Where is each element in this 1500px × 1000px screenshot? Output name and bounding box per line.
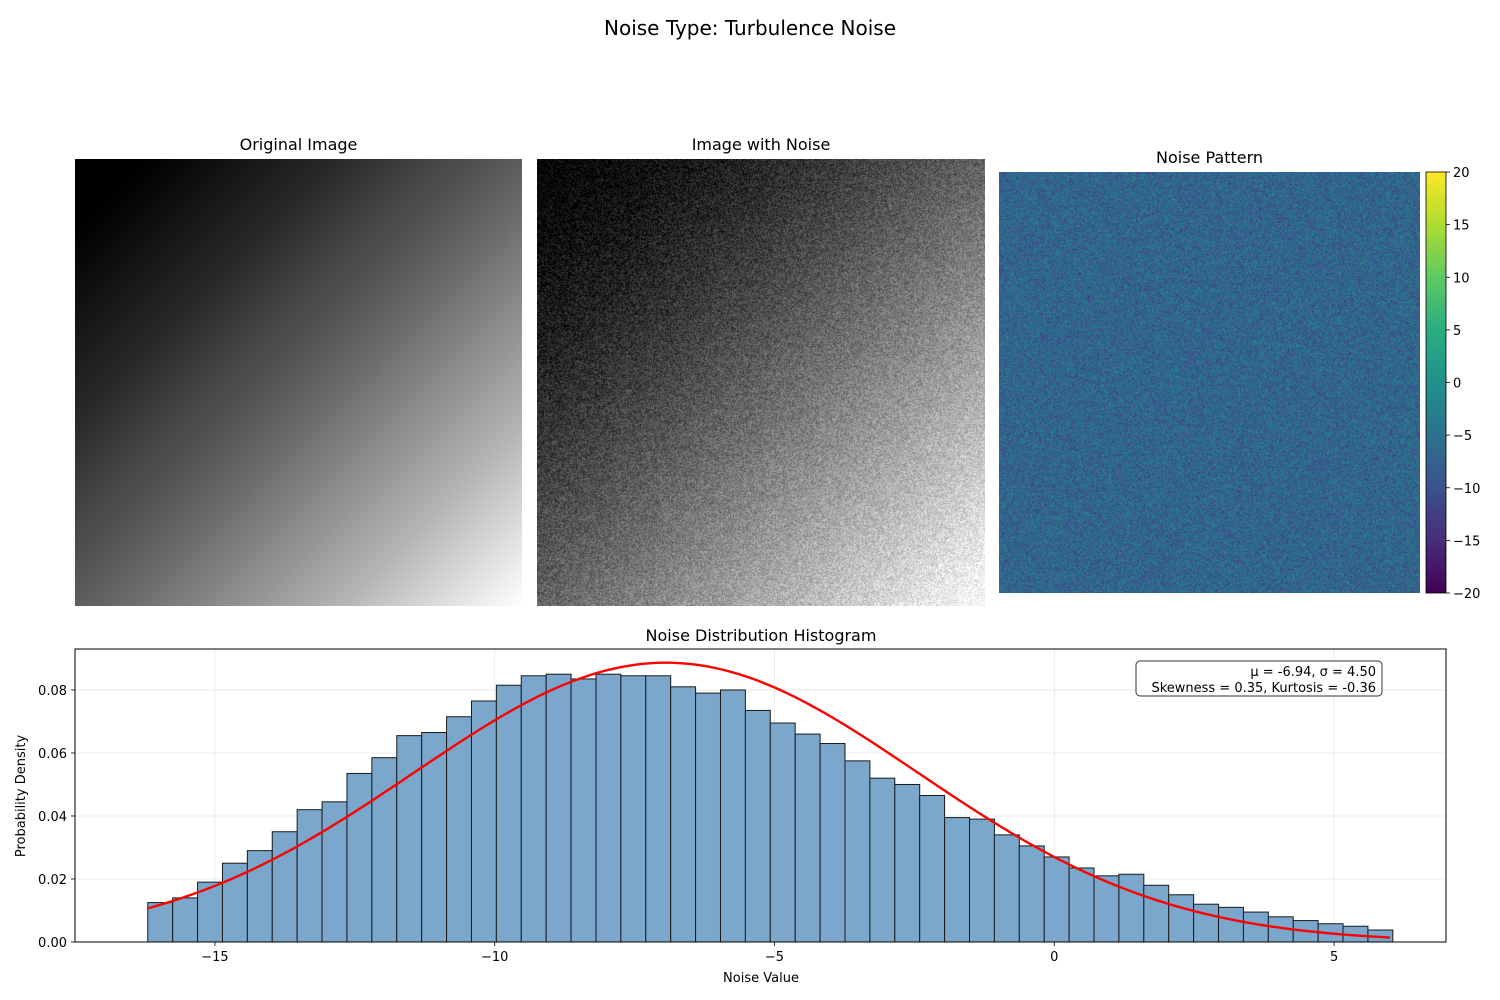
x-tick-label: 5 (1330, 950, 1338, 965)
histogram-bar (969, 818, 995, 943)
colorbar-tick-label: 5 (1453, 324, 1461, 339)
histogram-bar (744, 709, 771, 943)
histogram-bar (221, 862, 248, 943)
histogram-bar (172, 897, 199, 943)
colorbar-tick-label: 10 (1453, 271, 1470, 286)
histogram-bar (396, 735, 423, 943)
histogram-bar (1018, 845, 1045, 943)
colorbar-tick-label: 15 (1453, 219, 1470, 234)
colorbar-gradient (1425, 171, 1447, 594)
histogram-bar (769, 722, 796, 943)
colorbar-tick-label: −5 (1453, 429, 1472, 444)
y-tick-label: 0.08 (38, 684, 67, 699)
histogram-bar (446, 716, 472, 943)
histogram-bar (620, 675, 647, 943)
histogram-bar (645, 675, 672, 943)
y-tick-label: 0.06 (38, 747, 67, 762)
histogram-bar (1193, 903, 1220, 943)
histogram-bar (495, 684, 522, 943)
normal-fit-curve (147, 661, 1391, 939)
colorbar: 20 15 10 5 0 −5 −10 −15 −20 (1425, 166, 1480, 602)
histogram-bar (271, 831, 298, 943)
histogram-bar (1242, 911, 1269, 943)
y-tick-label: 0.00 (38, 936, 67, 951)
noise-pattern-image (999, 172, 1420, 593)
figure-title: Noise Type: Turbulence Noise (604, 16, 896, 40)
colorbar-tick-label: −20 (1453, 587, 1480, 602)
histogram-bar (919, 795, 946, 943)
histogram-bar (894, 783, 921, 943)
histogram-bar (993, 834, 1020, 943)
x-tick-label: −15 (201, 950, 228, 965)
colorbar-tick-label: 20 (1453, 166, 1470, 181)
y-axis-label: Probability Density (14, 735, 29, 858)
colorbar-tick-label: 0 (1453, 377, 1461, 392)
histogram-bar (421, 731, 448, 943)
histogram-bar (346, 772, 373, 943)
histogram-bar (321, 801, 348, 943)
original-image (75, 159, 522, 606)
histogram-bar (794, 733, 821, 943)
histogram-bar (1218, 906, 1244, 943)
histogram-chart: Noise Distribution Histogram −15 −10 −5 0 5 … (14, 626, 1447, 986)
stats-line-mean-sigma: μ = -6.94, σ = 4.50 (1250, 665, 1376, 680)
histogram-bar (670, 686, 697, 943)
y-tick-label: 0.02 (38, 873, 67, 888)
histogram-bar (869, 777, 896, 943)
histogram-bar (1118, 873, 1145, 943)
plot-frame (74, 648, 1447, 943)
histogram-bar (1168, 894, 1195, 943)
x-tick-label: −5 (765, 950, 784, 965)
histogram-bar (246, 850, 273, 943)
histogram-bar (944, 817, 971, 943)
noise-pattern-title: Noise Pattern (1155, 148, 1264, 167)
y-tick-label: 0.04 (38, 810, 67, 825)
histogram-bar (470, 700, 497, 943)
noisy-image-canvas (537, 159, 985, 606)
histogram-title: Noise Distribution Histogram (646, 626, 877, 645)
noisy-image (537, 159, 985, 606)
colorbar-tick-label: −15 (1453, 534, 1480, 549)
histogram-bar (819, 743, 846, 943)
stats-line-skew-kurt: Skewness = 0.35, Kurtosis = -0.36 (1151, 681, 1376, 696)
stats-annotation: μ = -6.94, σ = 4.50 Skewness = 0.35, Kur… (1135, 660, 1383, 697)
histogram-bar (695, 692, 721, 943)
original-image-title: Original Image (239, 135, 358, 154)
noisy-image-title: Image with Noise (691, 135, 831, 154)
histogram-bar (595, 673, 622, 943)
colorbar-tick-label: −10 (1453, 482, 1480, 497)
x-tick-label: 0 (1050, 950, 1058, 965)
histogram-bar (545, 673, 572, 943)
x-tick-label: −10 (481, 950, 508, 965)
histogram-bar (520, 675, 547, 943)
histogram-bar (844, 760, 871, 943)
x-axis-label: Noise Value (723, 971, 799, 986)
histogram-bar (1143, 884, 1170, 943)
noise-pattern-canvas (999, 172, 1420, 593)
histogram-bar (296, 809, 323, 943)
histogram-bar (570, 678, 597, 943)
histogram-bar (1043, 856, 1070, 943)
histogram-bar (719, 689, 746, 943)
histogram-bar (1068, 867, 1095, 943)
